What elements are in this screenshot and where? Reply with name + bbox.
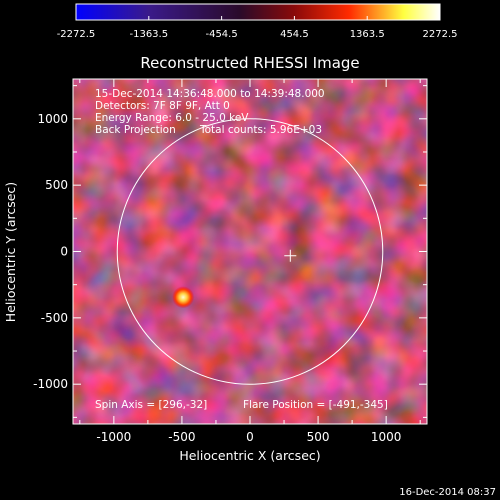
info-energy-range: Energy Range: 6.0 - 25.0 keV	[95, 112, 249, 124]
colorbar-tick-label: 2272.5	[423, 29, 458, 40]
spin-axis-label: Spin Axis = [296,-32]	[95, 399, 207, 411]
colorbar: -2272.5 -1363.5 -454.5 454.5 1363.5 2272.5	[57, 3, 458, 40]
image-area	[73, 79, 427, 424]
colorbar-tick-label: 454.5	[280, 29, 309, 40]
plot-title: Reconstructed RHESSI Image	[140, 54, 359, 72]
info-method: Back Projection	[95, 124, 176, 136]
y-tick-label: 1000	[37, 112, 68, 126]
colorbar-tick-label: -454.5	[205, 29, 237, 40]
colorbar-tick-label: -1363.5	[129, 29, 168, 40]
info-total-counts: Total counts: 5.96E+03	[199, 124, 322, 136]
colorbar-gradient	[75, 3, 441, 21]
reconstructed-image	[73, 79, 427, 424]
y-tick-label: -500	[41, 311, 68, 325]
y-axis-ticks: 1000 500 0 -500 -1000	[33, 85, 427, 418]
x-tick-label: 500	[307, 430, 330, 444]
x-axis-label: Heliocentric X (arcsec)	[179, 448, 320, 463]
info-detectors: Detectors: 7F 8F 9F, Att 0	[95, 100, 230, 112]
timestamp: 16-Dec-2014 08:37	[399, 487, 496, 498]
spin-axis-marker	[284, 249, 297, 262]
y-tick-label: 500	[45, 178, 68, 192]
y-axis-label: Heliocentric Y (arcsec)	[3, 182, 18, 322]
flare-position-label: Flare Position = [-491,-345]	[243, 399, 388, 411]
solar-limb-circle	[116, 118, 384, 385]
x-tick-label: 0	[246, 430, 254, 444]
flare-source	[172, 286, 195, 309]
y-tick-label: 0	[60, 245, 68, 259]
x-axis-ticks: -1000 -500 0 500 1000	[79, 79, 421, 444]
colorbar-tick-label: -2272.5	[57, 29, 96, 40]
x-tick-label: -1000	[96, 430, 131, 444]
info-block: 15-Dec-2014 14:36:48.000 to 14:39:48.000…	[95, 88, 325, 136]
x-tick-label: -500	[168, 430, 195, 444]
y-tick-label: -1000	[33, 377, 68, 391]
x-tick-label: 1000	[371, 430, 402, 444]
colorbar-ticks: -2272.5 -1363.5 -454.5 454.5 1363.5 2272.5	[57, 16, 458, 40]
colorbar-tick-label: 1363.5	[350, 29, 385, 40]
info-time-range: 15-Dec-2014 14:36:48.000 to 14:39:48.000	[95, 88, 325, 100]
